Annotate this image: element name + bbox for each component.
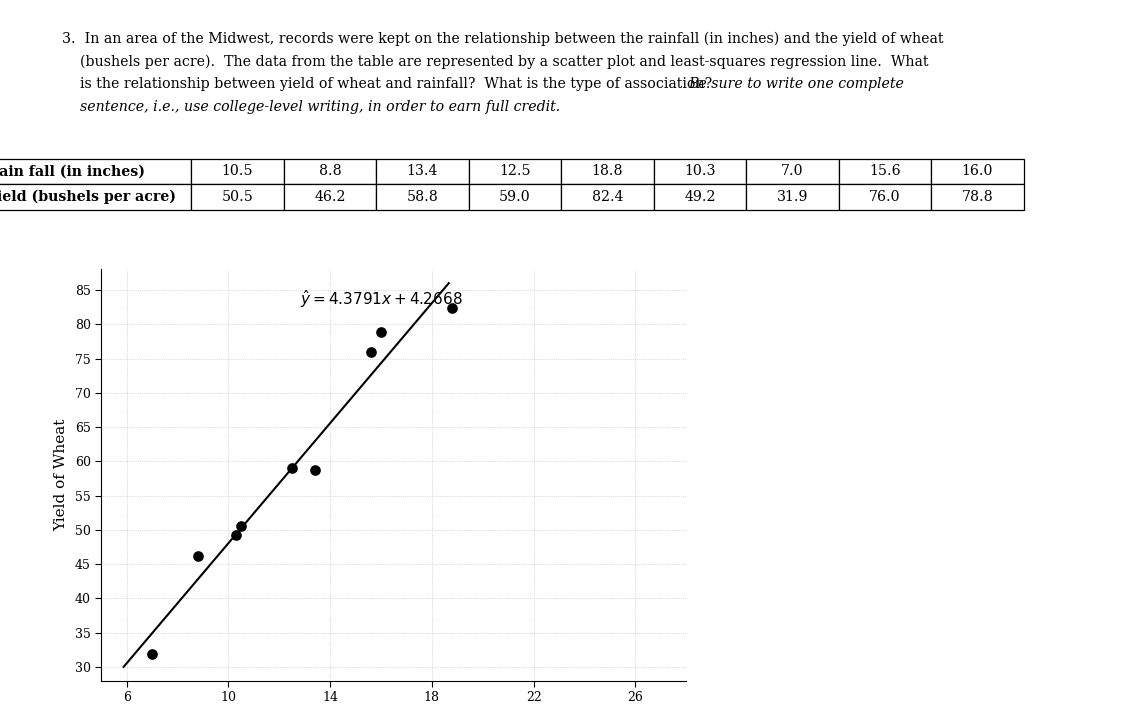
Point	[232, 520, 250, 532]
Point	[143, 648, 161, 659]
Point	[189, 550, 207, 562]
Text: $\hat{y} = 4.3791x + 4.2668$: $\hat{y} = 4.3791x + 4.2668$	[300, 288, 462, 310]
Point	[284, 462, 302, 474]
Text: sentence, i.e., use college-level writing, in order to earn full credit.: sentence, i.e., use college-level writin…	[62, 100, 560, 114]
Point	[372, 327, 390, 338]
Point	[362, 346, 380, 357]
Point	[227, 530, 245, 541]
Point	[306, 464, 324, 475]
Point	[443, 302, 461, 313]
Y-axis label: Yield of Wheat: Yield of Wheat	[54, 419, 68, 531]
Text: Be sure to write one complete: Be sure to write one complete	[688, 77, 904, 91]
Text: 3.  In an area of the Midwest, records were kept on the relationship between the: 3. In an area of the Midwest, records we…	[62, 32, 944, 46]
Text: is the relationship between yield of wheat and rainfall?  What is the type of as: is the relationship between yield of whe…	[62, 77, 721, 91]
Text: (bushels per acre).  The data from the table are represented by a scatter plot a: (bushels per acre). The data from the ta…	[62, 55, 928, 69]
